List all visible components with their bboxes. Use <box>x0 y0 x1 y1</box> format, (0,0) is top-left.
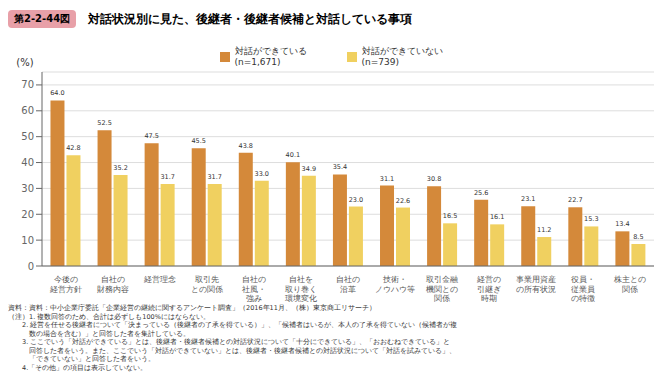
svg-text:11.2: 11.2 <box>537 226 551 234</box>
html-text:2. 経営を任せる後継者について「決まっている（後継者の了承: 2. 経営を任せる後継者について「決まっている（後継者の了承を得ている）」、「候… <box>8 321 458 329</box>
svg-text:47.5: 47.5 <box>144 132 158 140</box>
svg-text:34.9: 34.9 <box>302 165 316 173</box>
html-text:（注）1. 複数回答のため、合計は必ずしも100%にはならな: （注）1. 複数回答のため、合計は必ずしも100%にはならない。 <box>8 312 210 321</box>
svg-text:株主との関係: 株主との関係 <box>613 275 646 294</box>
svg-text:70: 70 <box>21 79 34 90</box>
svg-text:事業用資産の所有状況: 事業用資産の所有状況 <box>516 275 556 294</box>
svg-text:経営の引継ぎ時期: 経営の引継ぎ時期 <box>476 275 501 302</box>
svg-text:35.4: 35.4 <box>333 163 347 171</box>
svg-text:30.8: 30.8 <box>427 175 441 183</box>
svg-text:今後の経営方針: 今後の経営方針 <box>49 275 82 294</box>
svg-text:技術・ノウハウ等: 技術・ノウハウ等 <box>375 275 415 294</box>
svg-text:40.1: 40.1 <box>286 151 300 159</box>
svg-text:60: 60 <box>21 105 34 116</box>
svg-text:45.5: 45.5 <box>191 137 205 145</box>
svg-text:取引先との関係: 取引先との関係 <box>191 275 223 294</box>
svg-text:31.7: 31.7 <box>207 173 221 181</box>
svg-text:35.2: 35.2 <box>113 164 127 172</box>
svg-text:経営理念: 経営理念 <box>143 275 176 284</box>
svg-text:13.4: 13.4 <box>615 220 629 228</box>
svg-text:64.0: 64.0 <box>50 89 64 97</box>
svg-text:10: 10 <box>21 235 34 246</box>
html-text:資料：資料：中小企業庁委託「企業経営の継続に関するアンケート: 資料：資料：中小企業庁委託「企業経営の継続に関するアンケート調査」（2016年1… <box>8 304 376 312</box>
svg-text:取引金融機関との関係: 取引金融機関との関係 <box>426 275 458 302</box>
svg-text:31.1: 31.1 <box>380 175 394 183</box>
svg-text:20: 20 <box>21 209 34 220</box>
svg-text:43.8: 43.8 <box>239 142 253 150</box>
svg-text:0: 0 <box>28 261 34 272</box>
html-text:対話ができていない (n=739): 対話ができていない (n=739) <box>361 46 443 67</box>
svg-text:(%): (%) <box>16 57 33 68</box>
html-text:対話ができている (n=1,671): 対話ができている (n=1,671) <box>234 46 307 67</box>
svg-text:自社を取り巻く環境変化: 自社を取り巻く環境変化 <box>285 275 317 302</box>
svg-text:42.8: 42.8 <box>66 144 80 152</box>
svg-text:50: 50 <box>21 131 34 142</box>
svg-text:25.6: 25.6 <box>474 189 488 197</box>
svg-text:8.5: 8.5 <box>633 233 643 241</box>
svg-text:役員・従業員の特徴: 役員・従業員の特徴 <box>571 275 595 302</box>
svg-text:40: 40 <box>21 157 34 168</box>
html-text:数の場合を含む）」と回答した者を集計している。: 数の場合を含む）」と回答した者を集計している。 <box>8 329 190 338</box>
svg-text:16.5: 16.5 <box>443 212 457 220</box>
html-text:「できていない」と回答した者をいう。: 「できていない」と回答した者をいう。 <box>8 355 155 363</box>
html-text:3. ここでいう「対話ができている」とは、後継者・後継者候補: 3. ここでいう「対話ができている」とは、後継者・後継者候補との対話状況について… <box>8 338 451 346</box>
svg-text:22.6: 22.6 <box>396 197 410 205</box>
html-text:回答した者をいう。また、ここでいう「対話ができていない」とは: 回答した者をいう。また、ここでいう「対話ができていない」とは、後継者・後継者候補… <box>8 346 456 355</box>
svg-text:自社の沿革: 自社の沿革 <box>336 275 360 294</box>
html-text:対話状況別に見た、後継者・後継者候補と対話している事項: 対話状況別に見た、後継者・後継者候補と対話している事項 <box>88 11 413 26</box>
svg-text:23.0: 23.0 <box>349 196 363 204</box>
svg-text:22.7: 22.7 <box>568 196 582 204</box>
svg-text:16.1: 16.1 <box>490 213 504 221</box>
svg-text:自社の社風・強み: 自社の社風・強み <box>242 275 266 302</box>
html-text:第2-2-44図: 第2-2-44図 <box>14 13 71 24</box>
svg-text:30: 30 <box>21 183 34 194</box>
svg-text:52.5: 52.5 <box>97 119 111 127</box>
svg-text:33.0: 33.0 <box>255 170 269 178</box>
svg-text:自社の財務内容: 自社の財務内容 <box>97 275 129 294</box>
svg-text:23.1: 23.1 <box>521 195 535 203</box>
html-text:4.「その他」の項目は表示していない。: 4.「その他」の項目は表示していない。 <box>8 363 148 372</box>
svg-text:31.7: 31.7 <box>160 173 174 181</box>
svg-text:15.3: 15.3 <box>584 215 598 223</box>
